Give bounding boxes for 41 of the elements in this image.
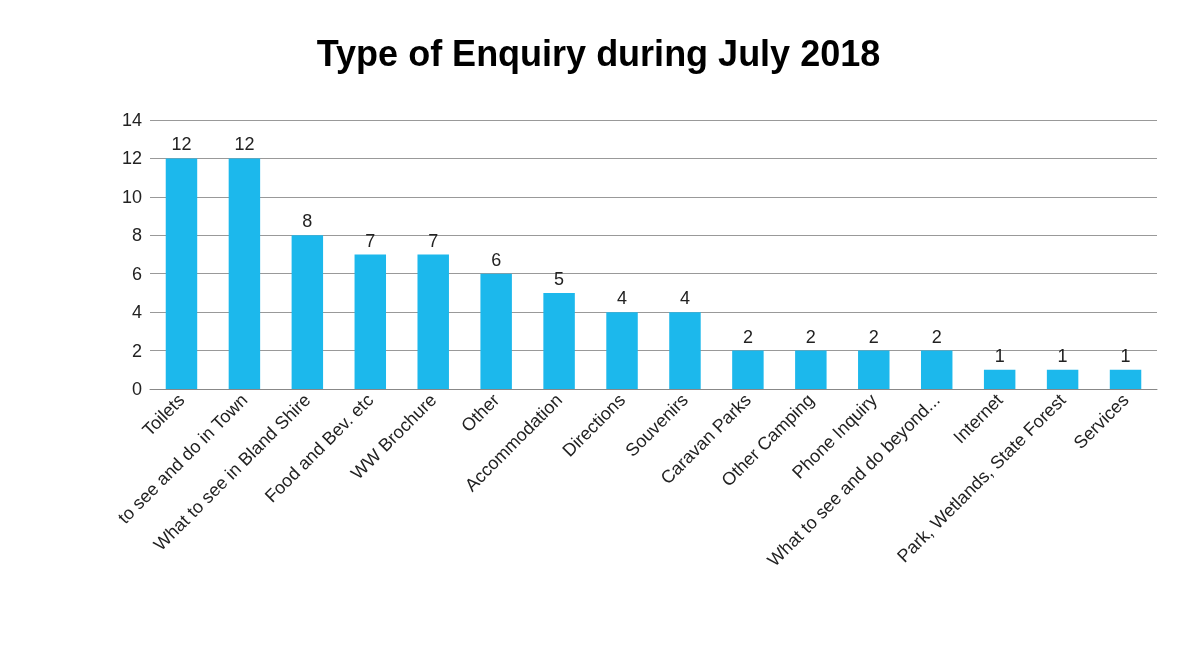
- bar: [165, 158, 198, 389]
- bar: [228, 158, 261, 389]
- data-label: 2: [805, 326, 816, 347]
- data-label: 1: [994, 345, 1005, 366]
- bar: [480, 273, 512, 389]
- data-label: 5: [554, 268, 565, 289]
- bar: [606, 312, 638, 389]
- data-label: 8: [302, 211, 313, 232]
- bar: [669, 312, 701, 389]
- data-label: 1: [1057, 345, 1068, 366]
- data-label: 7: [365, 230, 376, 251]
- bar: [1109, 369, 1142, 389]
- y-tick-label: 12: [121, 148, 142, 169]
- data-label: 6: [491, 249, 502, 270]
- y-tick-label: 0: [131, 379, 142, 399]
- data-label: 2: [742, 326, 753, 347]
- data-label: 4: [617, 288, 628, 309]
- y-tick-label: 10: [121, 186, 142, 207]
- data-label: 12: [171, 134, 192, 155]
- bar: [795, 350, 827, 389]
- y-tick-label: 8: [131, 225, 142, 246]
- data-label: 2: [931, 326, 942, 347]
- bar: [858, 350, 890, 389]
- y-tick-label: 6: [131, 263, 142, 284]
- bar: [1046, 369, 1079, 389]
- data-label: 4: [679, 288, 690, 309]
- bar: [291, 235, 324, 389]
- y-tick-label: 14: [121, 110, 142, 130]
- bar: [543, 292, 575, 389]
- data-label: 7: [428, 230, 439, 251]
- chart-title: Type of Enquiry during July 2018: [316, 32, 881, 74]
- y-tick-label: 4: [131, 302, 142, 323]
- data-label: 12: [234, 134, 255, 155]
- data-label: 2: [868, 326, 879, 347]
- data-label: 1: [1120, 345, 1131, 366]
- y-tick-label: 2: [131, 340, 142, 361]
- bar: [354, 254, 387, 389]
- bar: [920, 350, 953, 389]
- bar: [732, 350, 764, 389]
- bar: [983, 369, 1016, 389]
- bar: [417, 254, 449, 389]
